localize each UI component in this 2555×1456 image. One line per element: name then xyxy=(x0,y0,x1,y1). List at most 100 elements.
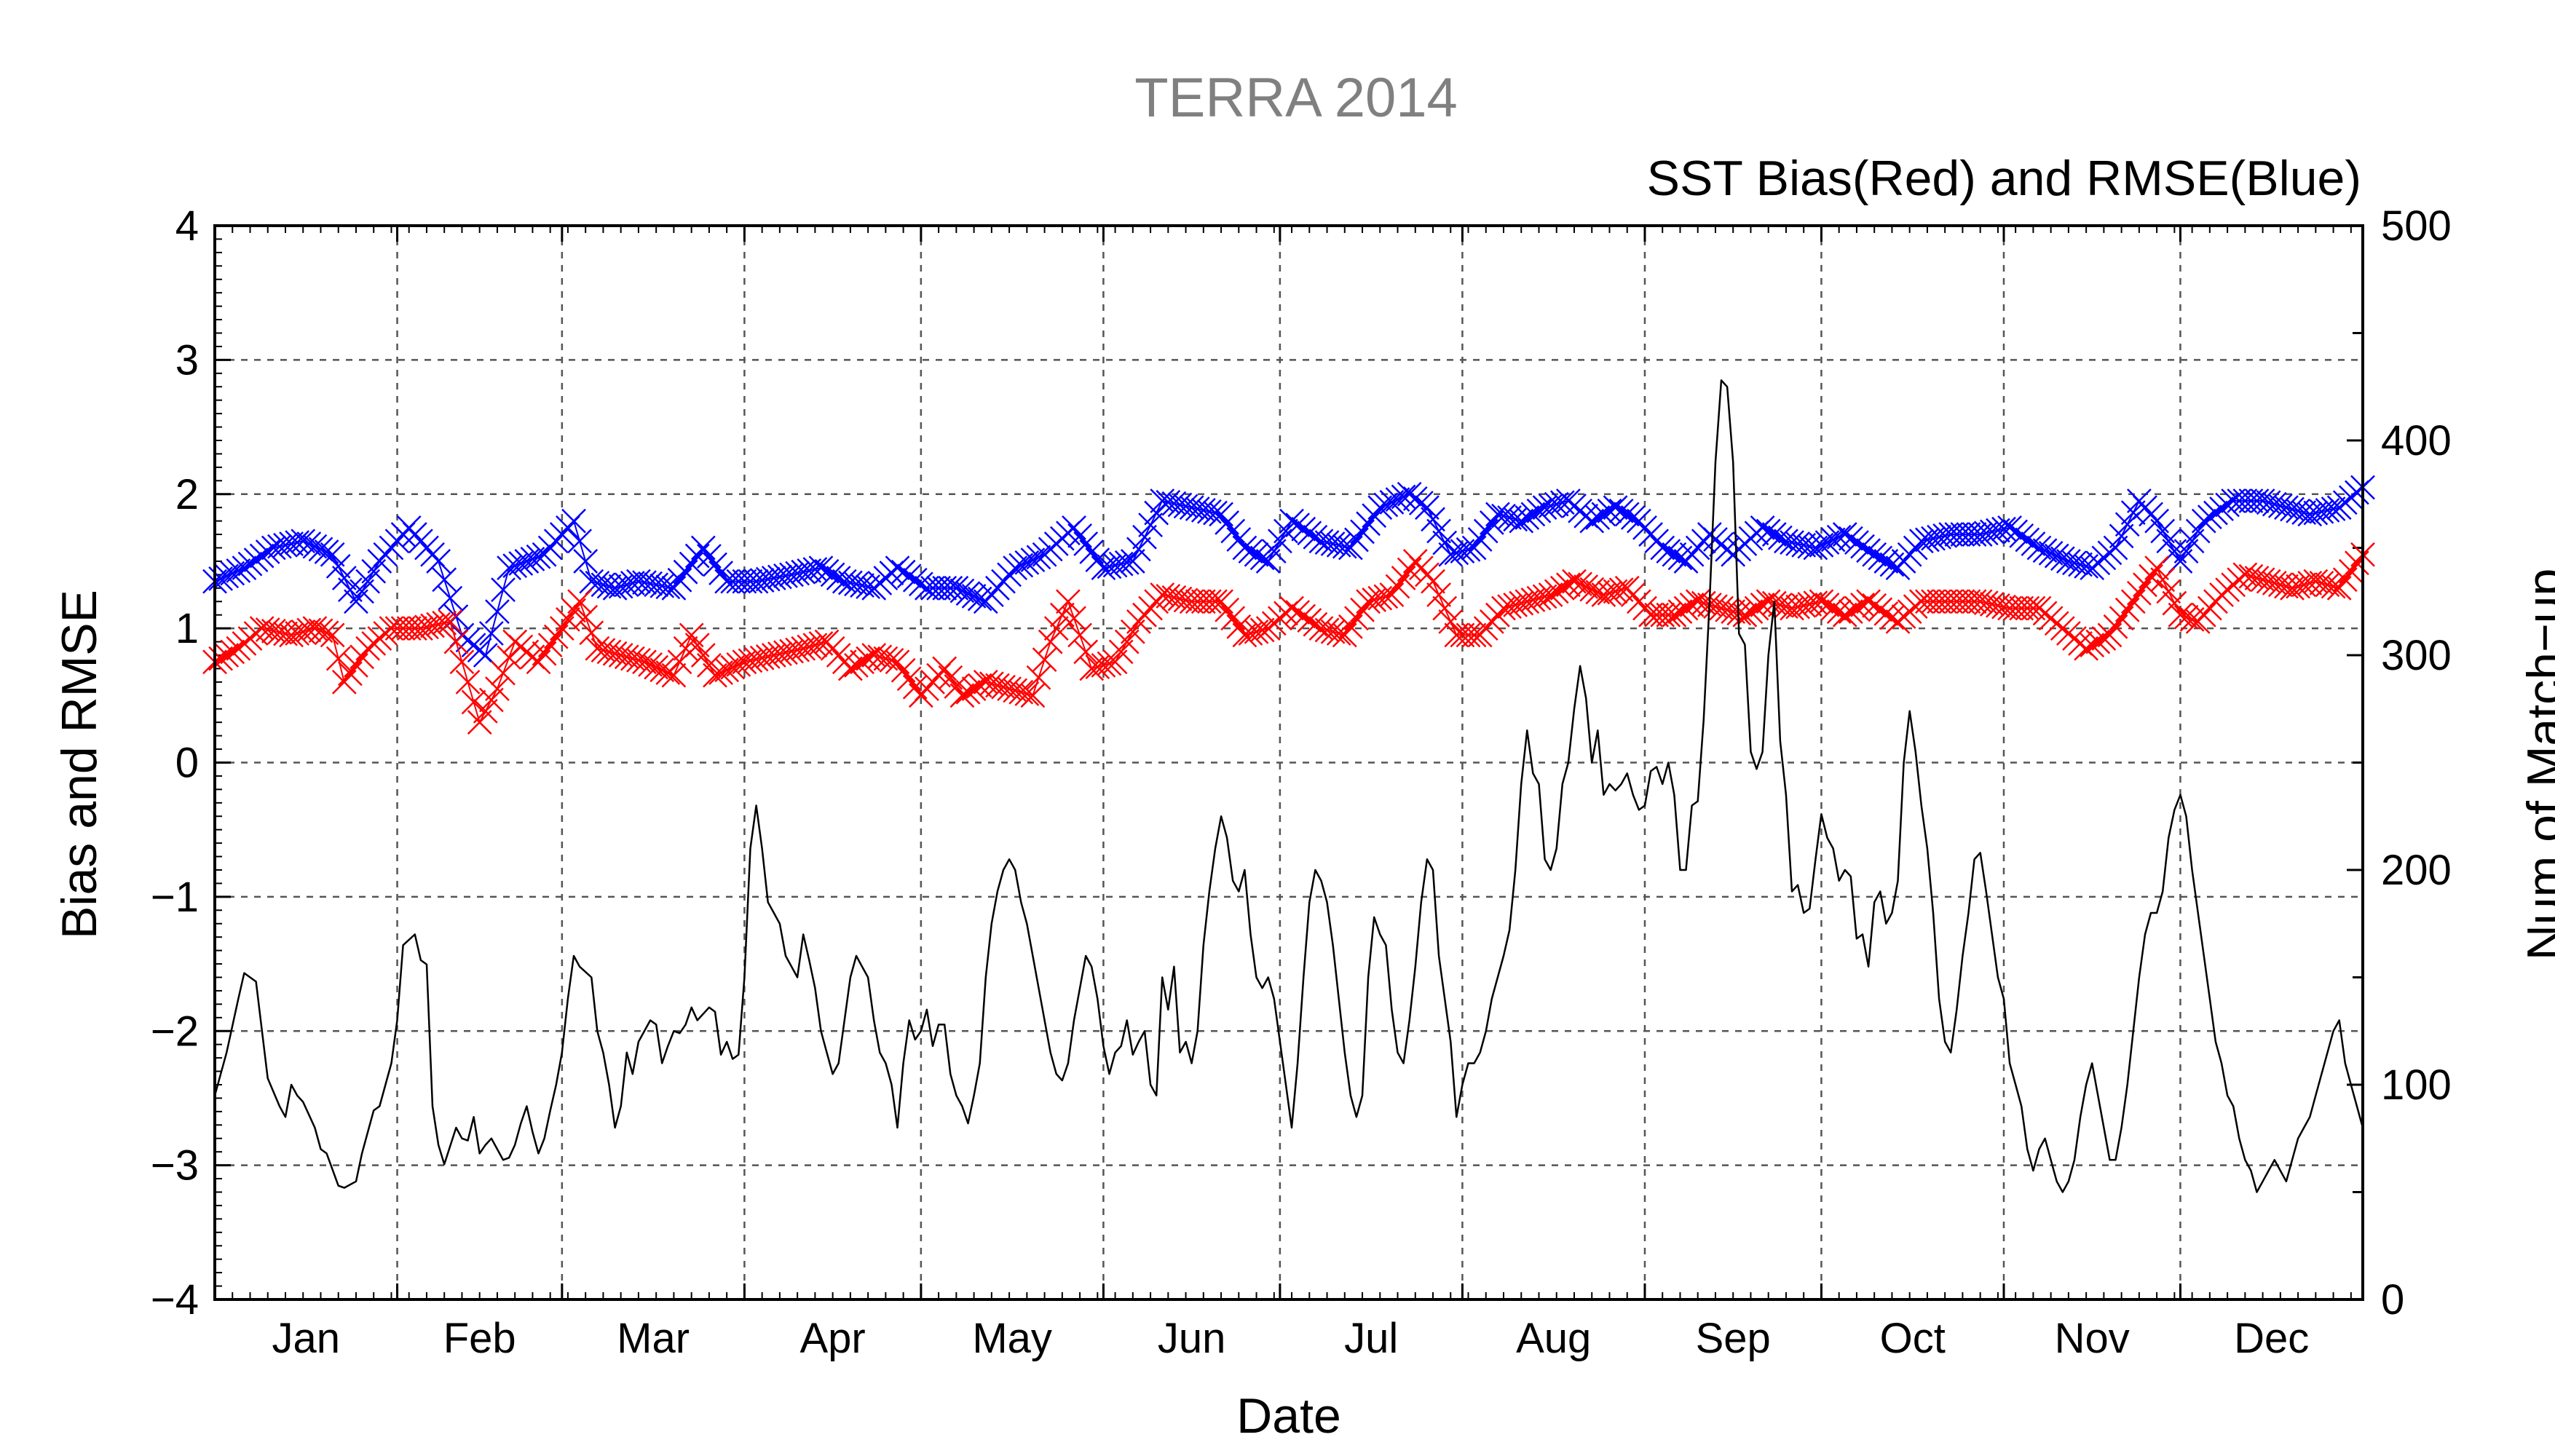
data-point-rmse xyxy=(2026,535,2052,561)
data-point-bias xyxy=(1921,589,1946,614)
y2-tick-label: 400 xyxy=(2381,417,2452,464)
data-point-bias xyxy=(1832,602,1857,628)
data-point-rmse xyxy=(1608,498,1634,523)
data-point-bias xyxy=(1938,589,1964,614)
data-point-bias xyxy=(2015,596,2040,621)
data-point-bias xyxy=(314,620,339,646)
data-point-bias xyxy=(485,676,510,701)
data-point-bias xyxy=(1297,608,1322,633)
data-point-bias xyxy=(1285,600,1311,625)
data-point-bias xyxy=(1879,605,1905,630)
data-point-rmse xyxy=(1291,516,1316,542)
data-point-rmse xyxy=(1020,547,1046,572)
data-point-rmse xyxy=(2044,543,2069,569)
data-point-rmse xyxy=(1391,484,1416,510)
data-point-rmse xyxy=(720,569,746,594)
data-point-rmse xyxy=(485,599,510,624)
data-point-bias xyxy=(1544,579,1569,604)
y2-tick-label: 0 xyxy=(2381,1276,2404,1324)
data-point-rmse xyxy=(2109,523,2134,549)
data-point-bias xyxy=(1850,592,1875,617)
data-point-rmse xyxy=(1503,507,1528,532)
data-point-rmse xyxy=(331,566,357,590)
chart-title: TERRA 2014 xyxy=(1134,67,1458,129)
data-point-rmse xyxy=(285,530,310,555)
y2-tick-label: 100 xyxy=(2381,1061,2452,1109)
data-point-bias xyxy=(1450,622,1475,648)
data-point-bias xyxy=(1932,589,1958,614)
data-point-bias xyxy=(1568,571,1592,597)
data-point-bias xyxy=(2144,555,2170,581)
data-point-rmse xyxy=(1756,518,1781,544)
data-point-bias xyxy=(649,657,675,683)
data-point-bias xyxy=(1750,592,1775,617)
data-point-bias xyxy=(967,673,992,698)
data-point-rmse xyxy=(1402,486,1428,511)
data-point-rmse xyxy=(1079,539,1105,564)
data-point-rmse xyxy=(1950,522,1975,547)
y-tick-label: 0 xyxy=(175,740,199,787)
plot-series xyxy=(202,379,2375,1193)
y2-tick-label: 300 xyxy=(2381,632,2452,679)
y-tick-label: 4 xyxy=(175,202,199,250)
data-point-bias xyxy=(837,656,863,681)
data-point-bias xyxy=(1856,589,1881,614)
data-point-rmse xyxy=(1120,549,1145,574)
data-point-rmse xyxy=(491,577,516,603)
x-tick-label: Oct xyxy=(1880,1315,1946,1362)
data-point-bias xyxy=(638,652,663,677)
data-point-bias xyxy=(1385,574,1410,599)
data-point-bias xyxy=(1744,596,1769,621)
data-point-rmse xyxy=(885,555,910,581)
data-point-rmse xyxy=(1062,515,1086,540)
data-point-rmse xyxy=(1215,510,1240,535)
plot-frame xyxy=(213,224,2364,1301)
data-point-rmse xyxy=(1426,518,1451,544)
data-point-rmse xyxy=(697,544,722,569)
data-point-rmse xyxy=(1285,513,1311,538)
data-point-bias xyxy=(1197,589,1222,614)
data-point-rmse xyxy=(1832,522,1857,547)
data-point-bias xyxy=(1549,575,1575,601)
data-point-rmse xyxy=(1026,545,1051,570)
data-point-rmse xyxy=(1085,547,1110,572)
data-point-bias xyxy=(331,669,357,695)
data-point-rmse xyxy=(320,542,345,567)
data-point-bias xyxy=(1185,589,1210,614)
data-point-bias xyxy=(526,649,551,675)
y-tick-label: 1 xyxy=(175,605,199,652)
data-point-rmse xyxy=(673,559,698,585)
data-point-bias xyxy=(1279,596,1304,621)
chart-subtitle: SST Bias(Red) and RMSE(Blue) xyxy=(1647,151,2361,206)
data-point-bias xyxy=(661,662,687,688)
x-tick-label: Nov xyxy=(2055,1315,2130,1362)
data-point-bias xyxy=(2156,579,2181,604)
data-point-bias xyxy=(714,657,740,683)
data-point-rmse xyxy=(667,567,692,593)
data-point-rmse xyxy=(1520,502,1546,527)
data-point-bias xyxy=(2009,596,2034,621)
data-point-bias xyxy=(1303,612,1328,637)
data-point-rmse xyxy=(1603,495,1628,521)
x-tick-label: Feb xyxy=(443,1315,516,1362)
data-point-bias xyxy=(2114,597,2140,622)
data-point-rmse xyxy=(1585,505,1611,530)
data-point-rmse xyxy=(1367,495,1393,521)
data-point-rmse xyxy=(1303,524,1328,550)
data-point-rmse xyxy=(1856,538,1881,563)
data-point-rmse xyxy=(249,543,275,569)
data-point-rmse xyxy=(2038,540,2064,566)
data-point-rmse xyxy=(714,569,740,594)
data-point-bias xyxy=(1461,622,1487,648)
data-point-bias xyxy=(561,598,586,623)
data-point-rmse xyxy=(2321,496,2346,521)
data-point-bias xyxy=(1438,609,1464,634)
data-point-bias xyxy=(1873,601,1899,626)
data-point-rmse xyxy=(684,543,710,569)
y-tick-label: −1 xyxy=(151,874,199,921)
data-point-bias xyxy=(208,646,233,671)
x-tick-label: Apr xyxy=(799,1315,865,1362)
data-point-bias xyxy=(537,633,563,658)
data-point-bias xyxy=(2332,567,2358,593)
data-point-rmse xyxy=(1873,549,1899,574)
